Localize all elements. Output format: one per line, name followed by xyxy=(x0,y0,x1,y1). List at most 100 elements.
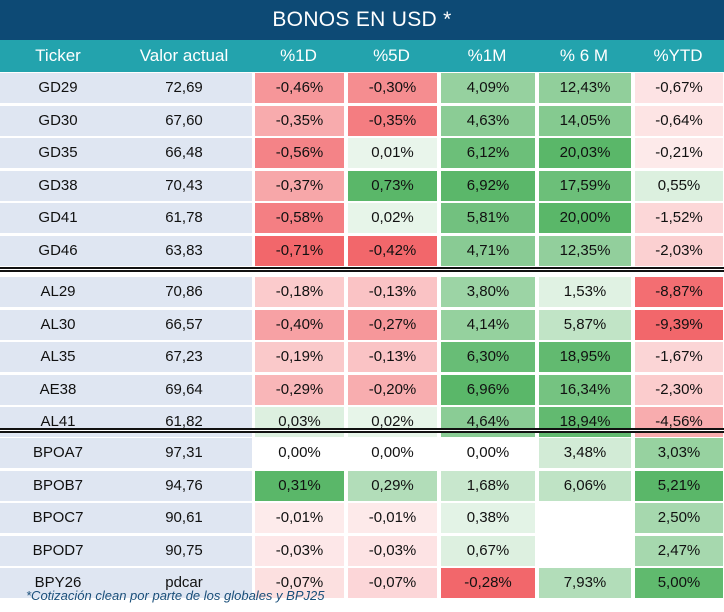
cell-ticker: BPOA7 xyxy=(0,438,116,468)
cell-d1: -0,58% xyxy=(255,203,344,233)
table-row: AL30 66,57 -0,40% -0,27% 4,14% 5,87% -9,39% xyxy=(0,309,724,341)
cell-ticker: AL29 xyxy=(0,277,116,307)
cell-valor: 66,57 xyxy=(116,309,252,340)
cell-ytd: -2,03% xyxy=(635,235,723,266)
cell-valor: 97,31 xyxy=(116,438,252,468)
cell-d5: -0,30% xyxy=(348,73,437,103)
cell-m6 xyxy=(539,535,631,566)
cell-d1: -0,46% xyxy=(255,73,344,103)
cell-ticker: AE38 xyxy=(0,374,116,405)
footnote: *Cotización clean por parte de los globa… xyxy=(26,588,325,603)
header-6m: % 6 M xyxy=(559,46,609,65)
cell-valor: 66,48 xyxy=(116,138,252,168)
cell-d1: -0,56% xyxy=(255,138,344,168)
cell-d5: -0,13% xyxy=(348,277,437,307)
table-row: GD38 70,43 -0,37% 0,73% 6,92% 17,59% 0,55% xyxy=(0,170,724,202)
cell-valor: 70,86 xyxy=(116,277,252,307)
table-row: BPOB7 94,76 0,31% 0,29% 1,68% 6,06% 5,21% xyxy=(0,470,724,502)
cell-ytd: -0,64% xyxy=(635,105,723,136)
table-row: GD35 66,48 -0,56% 0,01% 6,12% 20,03% -0,21% xyxy=(0,137,724,169)
cell-ticker: GD30 xyxy=(0,105,116,136)
cell-m6 xyxy=(539,503,631,533)
cell-d1: -0,18% xyxy=(255,277,344,307)
table-row: GD46 63,83 -0,71% -0,42% 4,71% 12,35% -2,03% xyxy=(0,235,724,267)
cell-m1: 6,12% xyxy=(441,138,535,168)
cell-ticker: BPOB7 xyxy=(0,470,116,501)
cell-m1: 6,30% xyxy=(441,342,535,372)
table-row: AL29 70,86 -0,18% -0,13% 3,80% 1,53% -8,87% xyxy=(0,276,724,308)
cell-valor: 72,69 xyxy=(116,73,252,103)
cell-d5: -0,07% xyxy=(348,568,437,598)
cell-ytd: 2,50% xyxy=(635,503,723,533)
header-ticker: Ticker xyxy=(35,46,81,65)
cell-ytd: -8,87% xyxy=(635,277,723,307)
cell-d1: -0,37% xyxy=(255,170,344,201)
cell-d5: -0,27% xyxy=(348,309,437,340)
cell-d5: -0,13% xyxy=(348,342,437,372)
cell-valor: 69,64 xyxy=(116,374,252,405)
cell-ytd: -0,21% xyxy=(635,138,723,168)
cell-m6: 5,87% xyxy=(539,309,631,340)
cell-ytd: 5,21% xyxy=(635,470,723,501)
cell-valor: 90,75 xyxy=(116,535,252,566)
table-row: AL35 67,23 -0,19% -0,13% 6,30% 18,95% -1,67% xyxy=(0,341,724,373)
cell-valor: 94,76 xyxy=(116,470,252,501)
cell-m6: 6,06% xyxy=(539,470,631,501)
table-row: BPOD7 90,75 -0,03% -0,03% 0,67% 2,47% xyxy=(0,535,724,567)
cell-d5: 0,29% xyxy=(348,470,437,501)
table-row: BPOC7 90,61 -0,01% -0,01% 0,38% 2,50% xyxy=(0,502,724,534)
cell-d5: 0,00% xyxy=(348,438,437,468)
cell-d1: -0,03% xyxy=(255,535,344,566)
cell-d1: 0,00% xyxy=(255,438,344,468)
cell-m1: 0,38% xyxy=(441,503,535,533)
cell-ytd: -1,52% xyxy=(635,203,723,233)
cell-valor: pdcar xyxy=(116,568,252,598)
cell-m1: 3,80% xyxy=(441,277,535,307)
table-row: GD29 72,69 -0,46% -0,30% 4,09% 12,43% -0,67% xyxy=(0,72,724,104)
cell-m6: 12,43% xyxy=(539,73,631,103)
group-separator xyxy=(0,267,724,272)
cell-ticker: BPOD7 xyxy=(0,535,116,566)
cell-d5: -0,42% xyxy=(348,235,437,266)
cell-ytd: 2,47% xyxy=(635,535,723,566)
cell-d5: 0,73% xyxy=(348,170,437,201)
cell-ytd: -0,67% xyxy=(635,73,723,103)
cell-m1: 0,00% xyxy=(441,438,535,468)
cell-m1: 0,67% xyxy=(441,535,535,566)
header-valor-actual: Valor actual xyxy=(139,46,229,65)
cell-d1: -0,01% xyxy=(255,503,344,533)
cell-ticker: GD41 xyxy=(0,203,116,233)
cell-m1: 6,92% xyxy=(441,170,535,201)
cell-m6: 17,59% xyxy=(539,170,631,201)
cell-valor: 63,83 xyxy=(116,235,252,266)
cell-d1: -0,40% xyxy=(255,309,344,340)
header-1m: %1M xyxy=(467,46,507,65)
header-5d: %5D xyxy=(373,46,410,65)
cell-m6: 3,48% xyxy=(539,438,631,468)
cell-ticker: GD46 xyxy=(0,235,116,266)
cell-ytd: 5,00% xyxy=(635,568,723,598)
cell-ytd: 3,03% xyxy=(635,438,723,468)
cell-ticker: GD38 xyxy=(0,170,116,201)
group-separator xyxy=(0,428,724,433)
cell-d5: 0,01% xyxy=(348,138,437,168)
cell-m1: 1,68% xyxy=(441,470,535,501)
cell-ticker: AL35 xyxy=(0,342,116,372)
cell-m1: 4,71% xyxy=(441,235,535,266)
cell-m6: 20,00% xyxy=(539,203,631,233)
cell-d5: -0,35% xyxy=(348,105,437,136)
header-1d: %1D xyxy=(280,46,317,65)
table-title: BONOS EN USD * xyxy=(0,0,724,40)
table-row: AL41 61,82 0,03% 0,02% 4,64% 18,94% -4,56% xyxy=(0,406,724,438)
cell-m6: 18,95% xyxy=(539,342,631,372)
cell-m6: 14,05% xyxy=(539,105,631,136)
cell-d5: -0,01% xyxy=(348,503,437,533)
cell-ytd: -2,30% xyxy=(635,374,723,405)
cell-ticker: GD29 xyxy=(0,73,116,103)
cell-d1: -0,71% xyxy=(255,235,344,266)
cell-m6: 7,93% xyxy=(539,568,631,598)
cell-m6: 20,03% xyxy=(539,138,631,168)
cell-m1: 4,63% xyxy=(441,105,535,136)
cell-d5: 0,02% xyxy=(348,203,437,233)
cell-valor: 70,43 xyxy=(116,170,252,201)
